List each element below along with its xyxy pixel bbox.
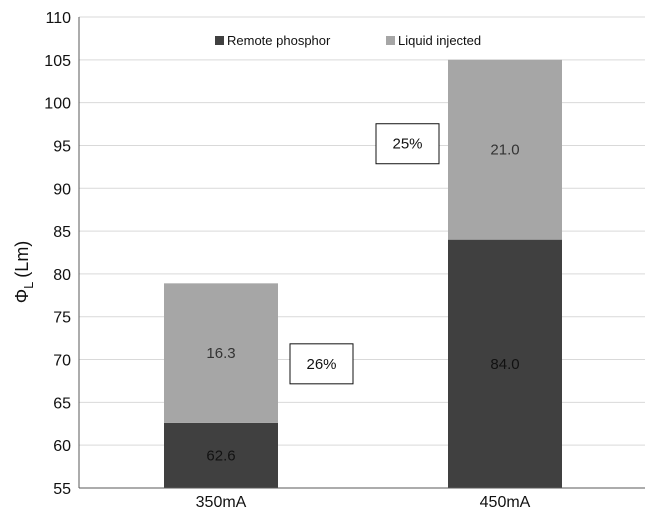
- y-tick-label: 70: [53, 353, 71, 370]
- legend-label: Liquid injected: [398, 33, 481, 48]
- y-axis-subscript: L: [21, 282, 36, 289]
- y-tick-label: 55: [53, 481, 71, 498]
- y-tick-label: 90: [53, 181, 71, 198]
- x-tick-label: 450mA: [480, 494, 531, 511]
- y-tick-label: 80: [53, 267, 71, 284]
- data-label: 16.3: [206, 345, 235, 362]
- legend-swatch: [215, 36, 224, 45]
- y-tick-label: 105: [44, 53, 71, 70]
- annotation-label: 25%: [392, 136, 422, 153]
- data-label: 62.6: [206, 447, 235, 464]
- annotation-box: [289, 343, 354, 385]
- y-tick-label: 85: [53, 224, 71, 241]
- bars: [164, 59, 562, 488]
- y-axis-symbol: Φ: [12, 289, 32, 303]
- y-tick-label: 65: [53, 395, 71, 412]
- y-tick-label: 75: [53, 310, 71, 327]
- bar-remote-phosphor-450mA: [448, 239, 562, 488]
- y-axis-label: ΦL (Lm): [12, 241, 36, 304]
- bar-liquid-injected-450mA: [448, 59, 562, 240]
- bar-remote-phosphor-350mA: [164, 422, 278, 488]
- bar-liquid-injected-350mA: [164, 283, 278, 423]
- x-tick-labels: 350mA 450mA: [196, 494, 531, 511]
- y-tick-label: 110: [45, 10, 71, 27]
- annotations: 26% 25%: [289, 123, 440, 385]
- axes: [78, 17, 645, 489]
- y-tick-label: 100: [44, 96, 71, 113]
- annotation-label: 26%: [306, 356, 336, 373]
- legend: Remote phosphor Liquid injected: [215, 33, 481, 48]
- annotation-box: [375, 123, 440, 165]
- y-tick-label: 60: [53, 438, 71, 455]
- data-label: 84.0: [490, 356, 519, 373]
- data-labels: 62.6 16.3 84.0 21.0: [206, 142, 519, 465]
- data-label: 21.0: [490, 142, 519, 159]
- y-tick-label: 95: [53, 138, 71, 155]
- y-tick-labels: 55 60 65 70 75 80 85 90 95 100 105 110: [44, 10, 71, 498]
- y-axis-unit: (Lm): [12, 241, 32, 278]
- legend-swatch: [386, 36, 395, 45]
- legend-label: Remote phosphor: [227, 33, 331, 48]
- x-tick-label: 350mA: [196, 494, 247, 511]
